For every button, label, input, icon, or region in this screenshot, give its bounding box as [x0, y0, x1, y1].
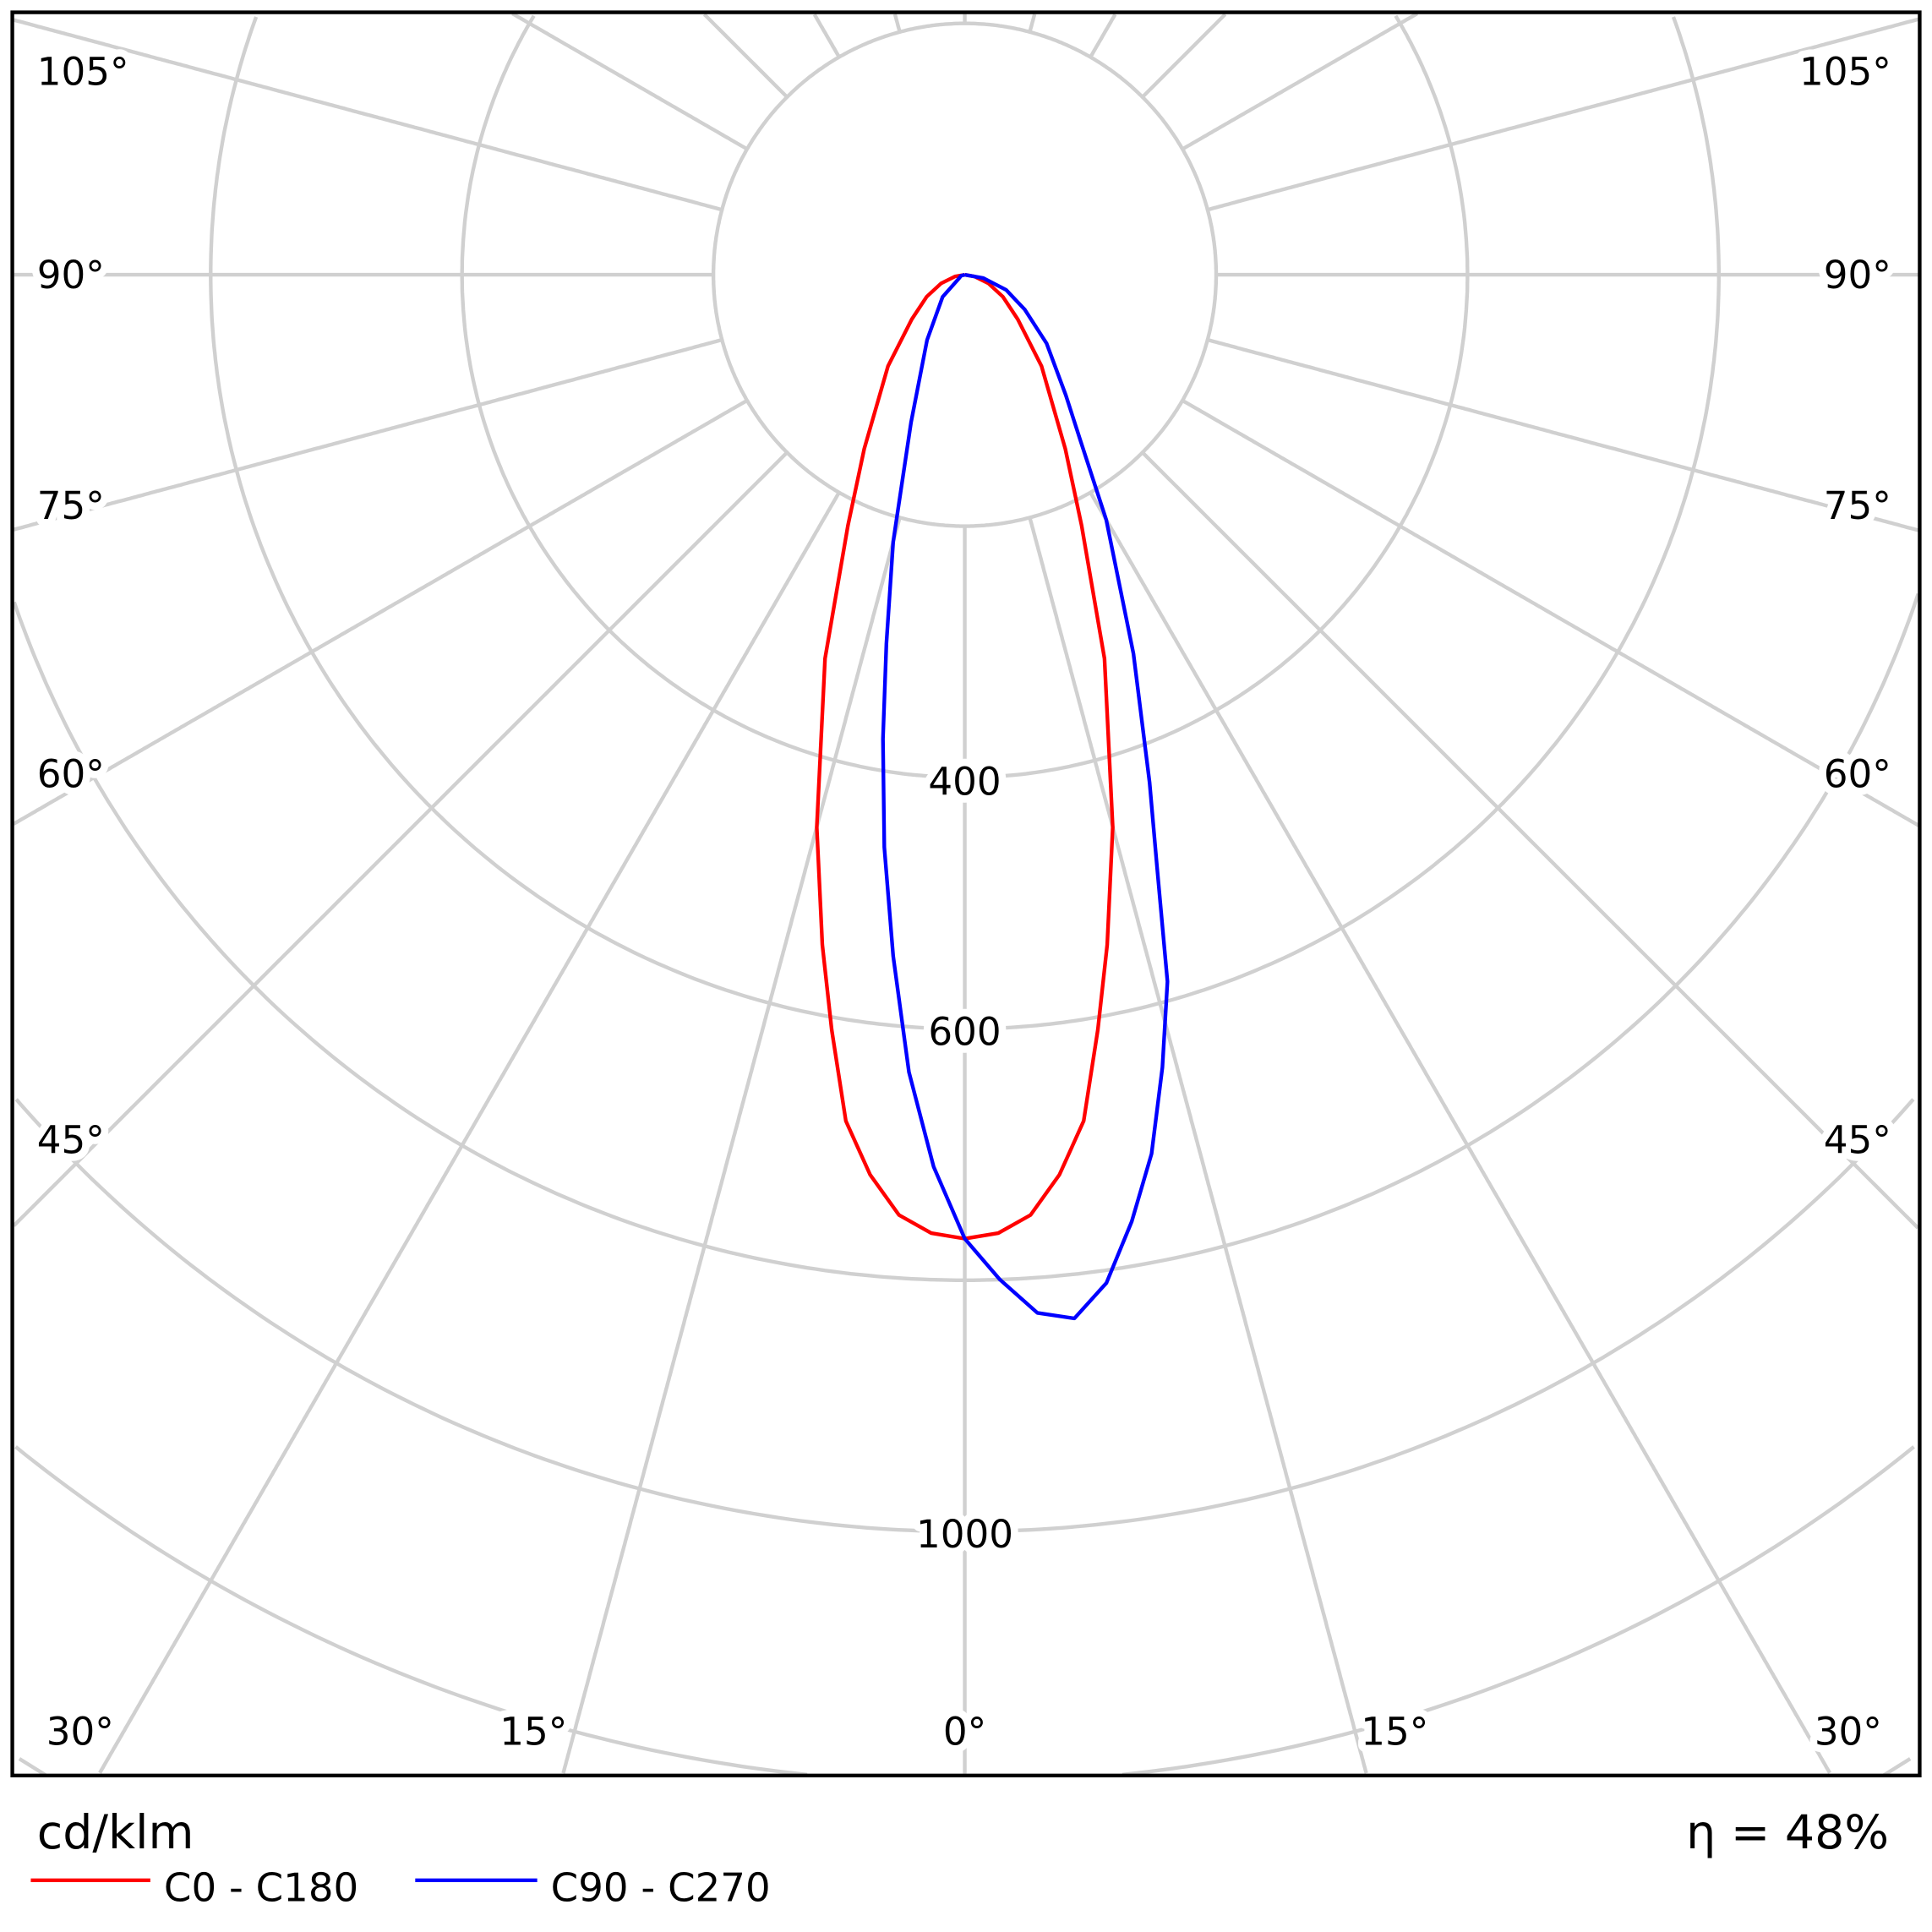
grid-spoke — [892, 14, 902, 33]
grid-spoke — [1207, 337, 1919, 532]
legend-label-c90-c270: C90 - C270 — [551, 1866, 771, 1912]
polar-grid — [12, 12, 1920, 1777]
angle-label-bottom-right-15: 15° — [1361, 1709, 1428, 1754]
grid-ring — [1883, 1757, 1912, 1777]
angle-label-right-90: 90° — [1824, 253, 1891, 297]
grid-ring — [1122, 1445, 1915, 1776]
grid-spoke — [1141, 13, 1227, 99]
legend-label-c0-c180: C0 - C180 — [164, 1866, 358, 1912]
grid-ring — [12, 601, 965, 1282]
angle-label-bottom-0: 0° — [943, 1709, 986, 1754]
ring-label-600: 600 — [928, 1009, 1001, 1054]
angle-label-right-60: 60° — [1824, 752, 1891, 797]
angle-label-right-105: 105° — [1799, 50, 1891, 95]
grid-spoke — [1028, 516, 1368, 1774]
grid-ring — [964, 16, 1721, 1031]
angle-label-left-105: 105° — [37, 50, 129, 95]
grid-spoke — [98, 491, 841, 1774]
grid-spoke — [1089, 491, 1831, 1774]
grid-spoke — [561, 516, 902, 1774]
axis-labels: 105° 90° 75° 60° 45° 105° 90° 75° 60° 45… — [30, 42, 1899, 1761]
grid-spoke — [812, 13, 841, 58]
angle-label-right-45: 45° — [1824, 1118, 1891, 1163]
grid-ring — [18, 1757, 46, 1777]
angle-label-right-75: 75° — [1824, 483, 1891, 528]
grid-ring — [14, 1098, 965, 1534]
grid-spoke — [702, 13, 789, 99]
curves — [815, 272, 1170, 1321]
angle-label-left-45: 45° — [37, 1118, 105, 1163]
grid-ring — [209, 16, 965, 1031]
grid-spoke — [1141, 450, 1919, 1230]
grid-spoke — [511, 12, 749, 151]
grid-spoke — [1028, 14, 1037, 33]
plot-frame — [10, 10, 1922, 1778]
angle-label-bottom-left-30: 30° — [46, 1709, 114, 1754]
series-curve-c90-c270 — [881, 272, 1170, 1321]
grid-ring — [964, 1098, 1915, 1534]
angle-label-left-75: 75° — [37, 483, 105, 528]
grid-spoke — [13, 18, 723, 212]
grid-spoke — [12, 398, 749, 826]
grid-ring — [964, 592, 1920, 1282]
grid-spoke — [12, 450, 789, 1227]
grid-spoke — [1089, 14, 1117, 58]
angle-label-bottom-right-30: 30° — [1815, 1709, 1882, 1754]
ring-label-1000: 1000 — [916, 1512, 1013, 1557]
angle-label-bottom-left-15: 15° — [499, 1709, 567, 1754]
grid-spoke — [1207, 17, 1919, 212]
grid-spoke — [1182, 12, 1418, 151]
angle-label-left-60: 60° — [37, 752, 105, 797]
grid-ring — [14, 1445, 808, 1776]
grid-ring — [964, 14, 1470, 780]
angle-label-left-90: 90° — [37, 253, 105, 297]
efficiency-label: η = 48% — [1686, 1806, 1889, 1860]
grid-ring — [460, 14, 965, 780]
ring-label-400: 400 — [928, 759, 1001, 804]
grid-spoke — [1182, 398, 1920, 827]
unit-label: cd/klm — [37, 1806, 194, 1860]
grid-spoke — [13, 337, 723, 532]
